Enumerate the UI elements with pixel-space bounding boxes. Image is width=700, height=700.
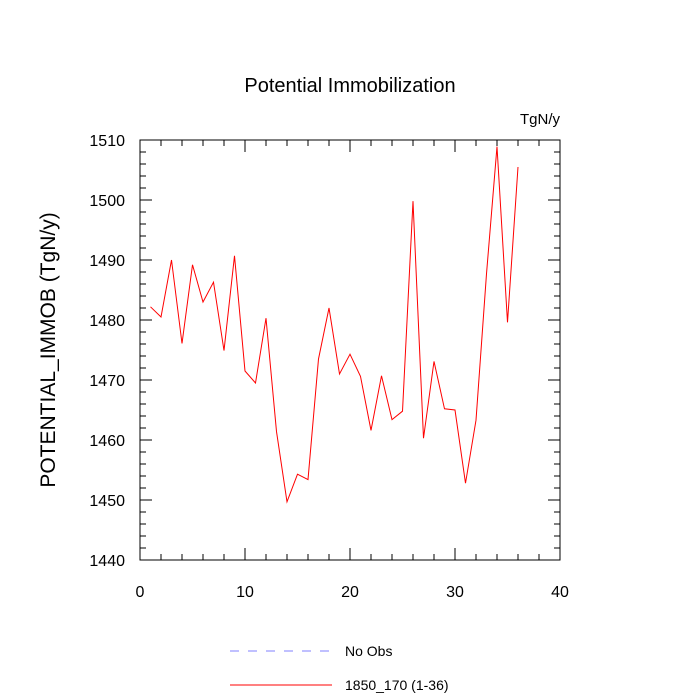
series-layer bbox=[150, 146, 519, 504]
axis-ticks bbox=[139, 139, 561, 561]
x-tick-label: 0 bbox=[136, 584, 145, 601]
y-tick-label: 1500 bbox=[89, 193, 125, 210]
tick-labels: 0 10 20 30 40 1440 1450 1460 1470 1480 1490 1500 151… bbox=[89, 133, 569, 601]
y-tick-label: 1440 bbox=[89, 553, 125, 570]
chart-title: Potential Immobilization bbox=[244, 75, 455, 97]
legend-label-no-obs: No Obs bbox=[345, 643, 392, 659]
x-tick-label: 40 bbox=[551, 584, 569, 601]
legend-label-series: 1850_170 (1-36) bbox=[345, 677, 449, 693]
y-tick-label: 1450 bbox=[89, 493, 125, 510]
y-axis-label: POTENTIAL_IMMOB (TgN/y) bbox=[37, 212, 60, 487]
y-tick-label: 1490 bbox=[89, 253, 125, 270]
legend: No Obs 1850_170 (1-36) bbox=[230, 643, 449, 693]
x-tick-label: 20 bbox=[341, 584, 359, 601]
x-tick-label: 30 bbox=[446, 584, 464, 601]
x-tick-label: 10 bbox=[236, 584, 254, 601]
y-tick-label: 1510 bbox=[89, 133, 125, 150]
plot-frame bbox=[139, 139, 561, 561]
y-tick-label: 1480 bbox=[89, 313, 125, 330]
series-line bbox=[150, 146, 519, 504]
y-tick-label: 1460 bbox=[89, 433, 125, 450]
units-label: TgN/y bbox=[520, 111, 561, 128]
y-tick-label: 1470 bbox=[89, 373, 125, 390]
